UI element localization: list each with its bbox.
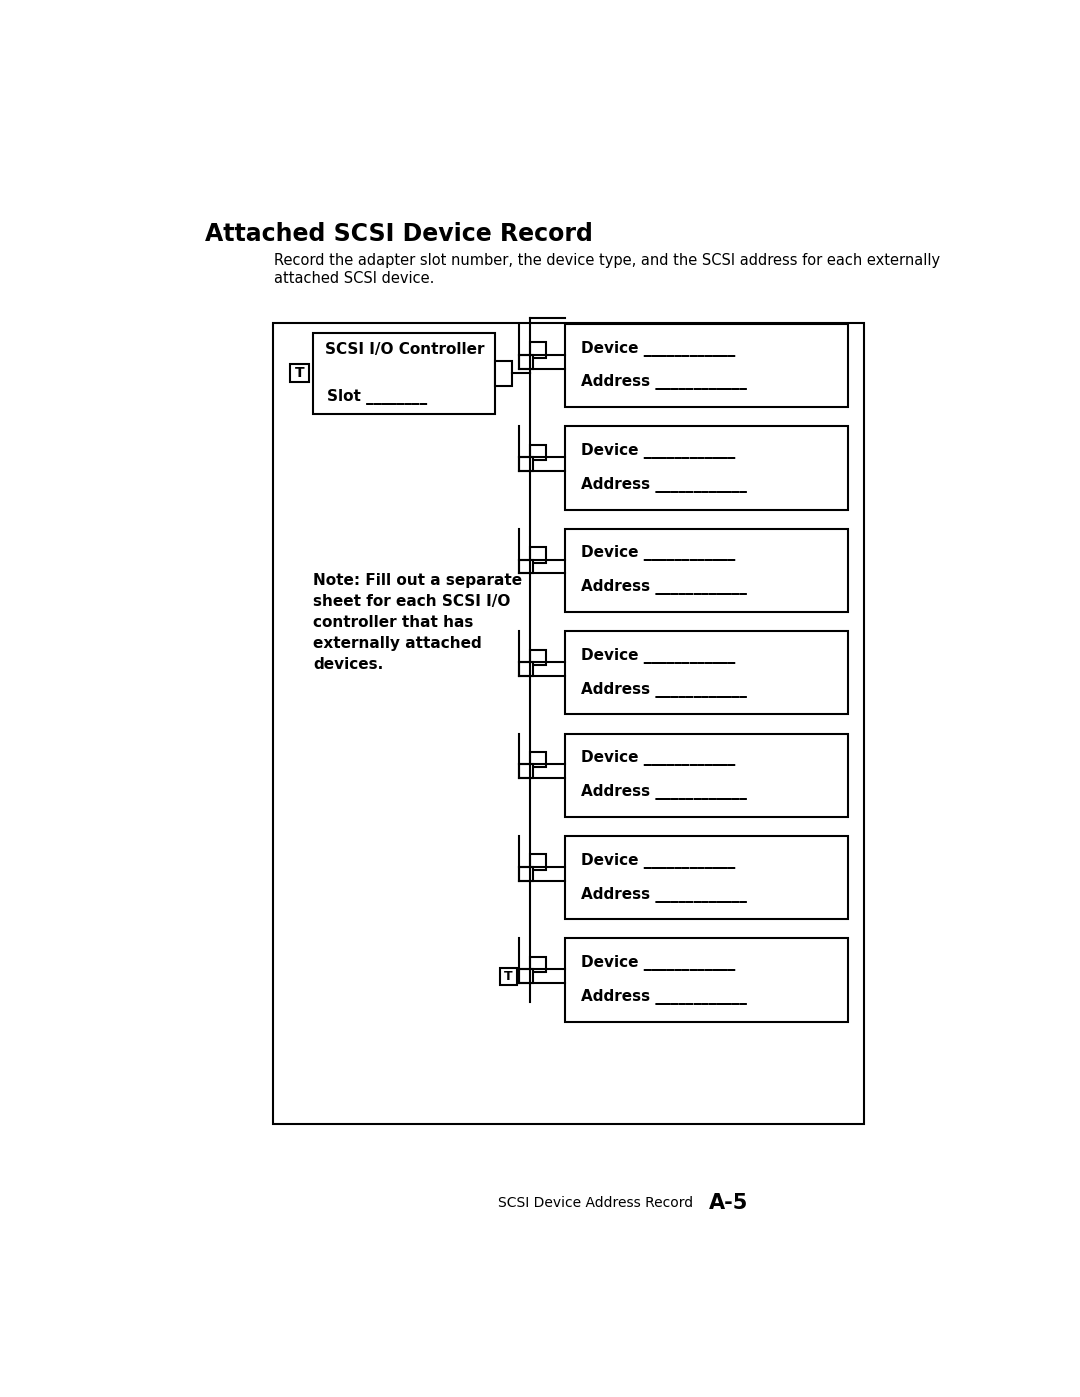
Bar <box>565 631 848 714</box>
Bar <box>519 970 534 983</box>
Bar <box>565 835 848 919</box>
Text: Address ____________: Address ____________ <box>581 784 746 800</box>
Text: SCSI Device Address Record: SCSI Device Address Record <box>498 1196 693 1210</box>
Bar <box>273 323 864 1125</box>
Text: Device ____________: Device ____________ <box>581 648 734 664</box>
Text: A-5: A-5 <box>708 1193 747 1213</box>
Text: Device ____________: Device ____________ <box>581 852 734 869</box>
Bar <box>530 752 545 767</box>
Bar <box>496 360 512 386</box>
Bar <box>530 548 545 563</box>
Text: Device ____________: Device ____________ <box>581 341 734 356</box>
Bar <box>565 324 848 407</box>
Text: Attached SCSI Device Record: Attached SCSI Device Record <box>205 222 593 246</box>
Bar <box>530 957 545 972</box>
Text: Address ____________: Address ____________ <box>581 374 746 391</box>
Text: Address ____________: Address ____________ <box>581 476 746 493</box>
Text: Device ____________: Device ____________ <box>581 750 734 766</box>
Bar <box>500 968 517 985</box>
Bar <box>519 355 534 369</box>
Bar <box>519 866 534 880</box>
Bar <box>291 365 309 383</box>
Bar <box>565 529 848 612</box>
Text: Slot ________: Slot ________ <box>327 388 428 405</box>
Text: T: T <box>504 970 513 982</box>
Bar <box>519 457 534 471</box>
Bar <box>565 733 848 817</box>
Text: Note: Fill out a separate
sheet for each SCSI I/O
controller that has
externally: Note: Fill out a separate sheet for each… <box>313 573 523 672</box>
Bar <box>565 426 848 510</box>
Bar <box>519 560 534 573</box>
Bar <box>565 939 848 1021</box>
Bar <box>530 650 545 665</box>
Text: Address ____________: Address ____________ <box>581 682 746 697</box>
Bar <box>519 764 534 778</box>
Text: Address ____________: Address ____________ <box>581 989 746 1004</box>
Text: Record the adapter slot number, the device type, and the SCSI address for each e: Record the adapter slot number, the devi… <box>274 253 941 285</box>
Bar <box>530 855 545 870</box>
Bar <box>313 332 496 414</box>
Bar <box>530 342 545 358</box>
Text: Device ____________: Device ____________ <box>581 956 734 971</box>
Text: Device ____________: Device ____________ <box>581 545 734 562</box>
Text: Address ____________: Address ____________ <box>581 580 746 595</box>
Text: Address ____________: Address ____________ <box>581 887 746 902</box>
Text: Device ____________: Device ____________ <box>581 443 734 460</box>
Text: T: T <box>295 366 305 380</box>
Bar <box>530 444 545 460</box>
Text: SCSI I/O Controller: SCSI I/O Controller <box>325 342 484 358</box>
Bar <box>519 662 534 676</box>
